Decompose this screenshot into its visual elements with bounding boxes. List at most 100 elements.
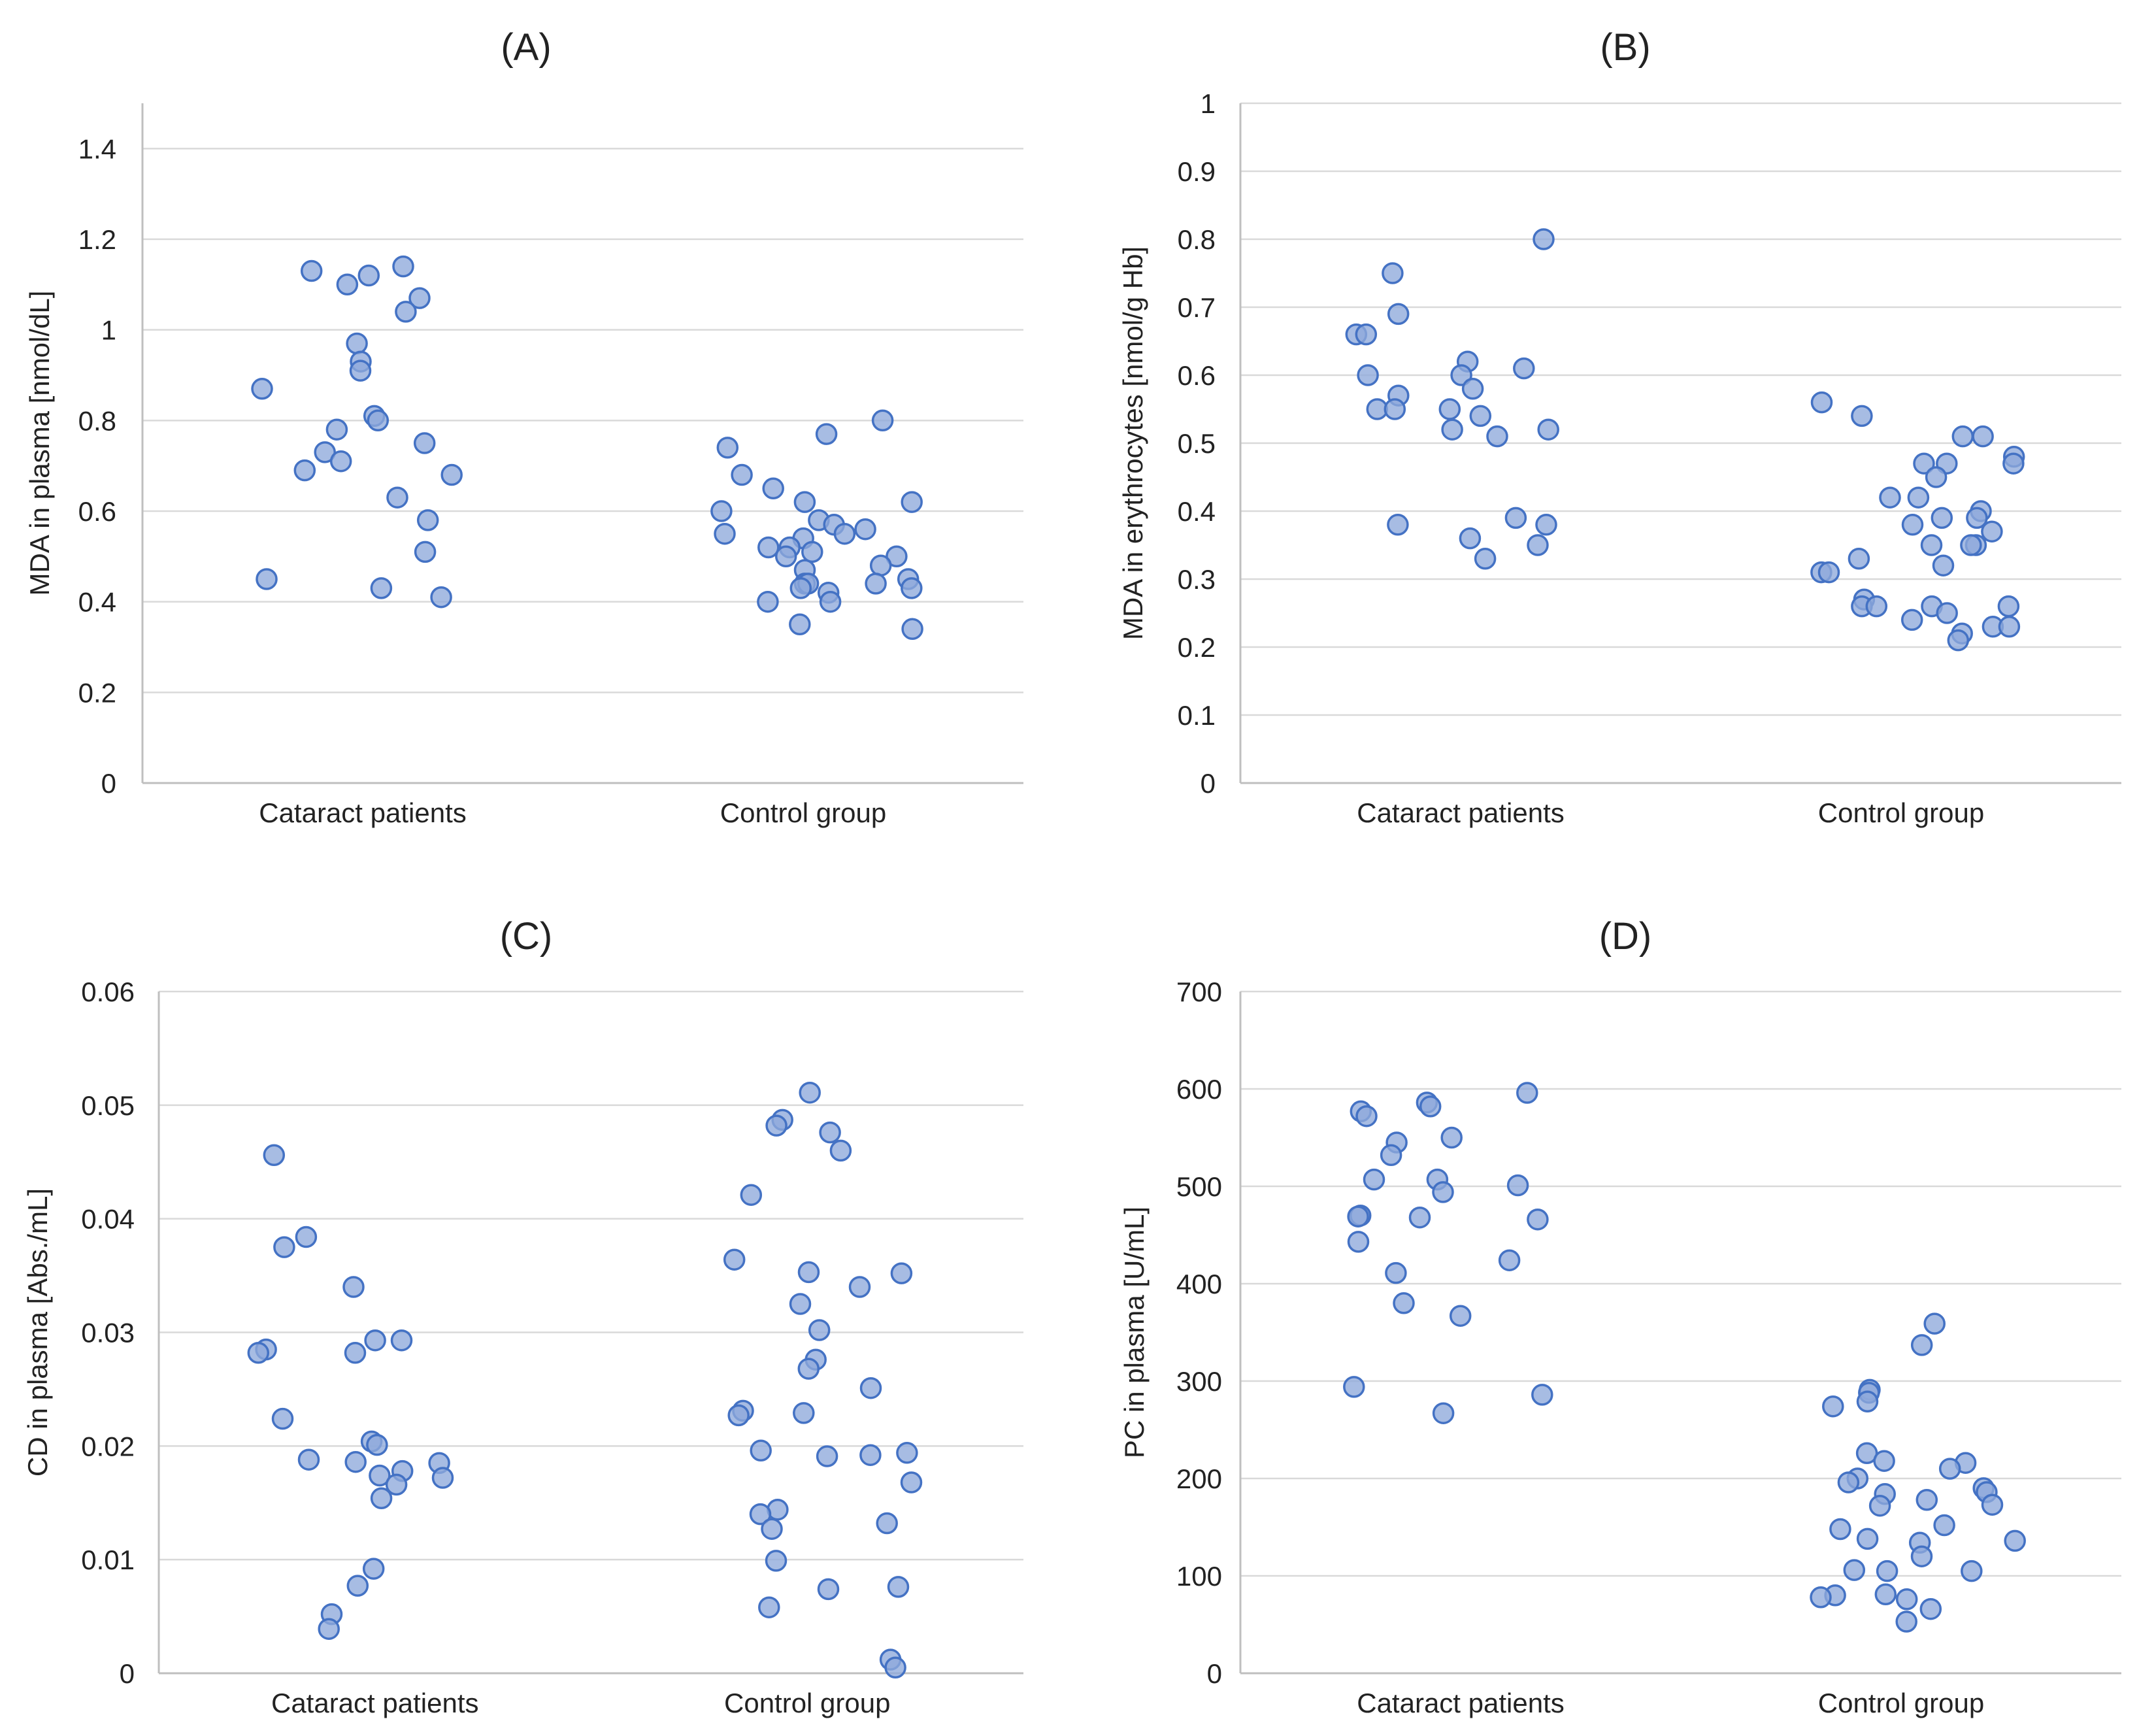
- chart-panel-2: 0 0.1 0.2 0.3 0.4 0.5 0.6 0.7 0.8 0.9 1 (B) MDA in e…: [1118, 26, 2121, 828]
- data-point: [1533, 228, 1555, 250]
- data-point: [1876, 1560, 1899, 1582]
- category-label: Cataract patients: [1357, 797, 1565, 828]
- data-point: [819, 1121, 841, 1144]
- data-point: [1347, 1205, 1369, 1227]
- data-point: [325, 418, 348, 441]
- data-point: [1387, 514, 1409, 536]
- data-point: [263, 1144, 286, 1167]
- data-point: [819, 590, 842, 613]
- data-point: [362, 1558, 385, 1580]
- data-point: [1810, 391, 1833, 414]
- data-point: [1355, 323, 1378, 346]
- data-point: [1868, 1494, 1891, 1517]
- y-tick-label: 0.2: [1178, 632, 1216, 663]
- data-point: [1966, 507, 1988, 529]
- data-point: [901, 577, 923, 599]
- data-point: [1960, 534, 1982, 556]
- data-point: [1440, 1126, 1463, 1149]
- data-point: [293, 459, 316, 482]
- data-point: [1997, 595, 2020, 618]
- data-point: [385, 1473, 408, 1496]
- y-tick-label: 0.05: [81, 1090, 135, 1121]
- data-point: [901, 491, 923, 513]
- data-point: [1895, 1611, 1917, 1633]
- data-point: [271, 1407, 294, 1430]
- data-point: [1895, 1588, 1918, 1611]
- data-point: [256, 568, 278, 590]
- y-tick-label: 200: [1176, 1463, 1222, 1494]
- data-point: [789, 577, 812, 599]
- y-tick-label: 400: [1176, 1269, 1222, 1299]
- data-point: [1981, 520, 2003, 542]
- data-point: [1535, 514, 1557, 536]
- data-point: [1516, 1082, 1538, 1104]
- chart-title: (C): [500, 915, 553, 958]
- data-point: [386, 486, 408, 509]
- data-point: [774, 545, 797, 568]
- data-point: [1843, 1559, 1866, 1581]
- data-point: [887, 1576, 910, 1598]
- data-point: [1527, 1208, 1549, 1231]
- y-tick-label: 0.8: [78, 405, 116, 436]
- y-tick-label: 1: [101, 315, 116, 346]
- y-tick-label: 0: [120, 1658, 135, 1689]
- data-point: [1933, 1514, 1955, 1537]
- y-tick-label: 0.6: [1178, 360, 1216, 391]
- data-point: [1531, 1384, 1553, 1406]
- data-point: [430, 586, 452, 609]
- data-point: [273, 1236, 295, 1258]
- data-point: [797, 1261, 820, 1284]
- category-label: Control group: [720, 797, 886, 828]
- data-point: [344, 1450, 367, 1473]
- data-point: [797, 1358, 820, 1380]
- data-point: [440, 463, 463, 486]
- chart-panel-4: 0 100 200 300 400 500 600 700 (D) PC in plasma [U…: [1119, 915, 2121, 1718]
- y-tick-label: 0.6: [78, 496, 116, 527]
- data-point: [1441, 418, 1463, 441]
- data-point: [829, 1139, 852, 1162]
- data-point: [793, 491, 816, 513]
- data-point: [740, 1184, 763, 1206]
- data-point: [789, 1293, 812, 1315]
- data-point: [1907, 486, 1930, 509]
- data-point: [808, 1319, 831, 1341]
- y-tick-label: 0.04: [81, 1204, 135, 1235]
- y-tick-label: 0.8: [1178, 224, 1216, 255]
- data-point: [1851, 405, 1873, 427]
- data-point: [1382, 262, 1404, 284]
- y-tick-label: 0.03: [81, 1318, 135, 1348]
- data-point: [1486, 425, 1508, 448]
- data-point: [1932, 554, 1955, 576]
- data-point: [749, 1503, 772, 1526]
- data-point: [2002, 452, 2025, 475]
- y-tick-label: 0.4: [1178, 496, 1216, 527]
- y-axis-label: MDA in erythrocytes [nmol/g Hb]: [1118, 246, 1148, 640]
- y-tick-label: 0.2: [78, 677, 116, 708]
- data-point: [801, 541, 823, 563]
- category-label: Cataract patients: [271, 1688, 479, 1718]
- data-point: [1810, 1586, 1832, 1609]
- data-point: [1419, 1095, 1442, 1118]
- y-axis-label: MDA in plasma [nmol/dL]: [24, 291, 55, 596]
- data-point: [869, 554, 892, 576]
- data-point: [884, 1656, 906, 1679]
- data-point: [346, 332, 368, 355]
- data-point: [357, 264, 380, 287]
- data-point: [1856, 1390, 1879, 1413]
- data-point: [1947, 629, 1970, 652]
- data-point: [1459, 527, 1482, 550]
- data-point: [1961, 1560, 1983, 1582]
- data-point: [865, 573, 887, 595]
- data-point: [762, 477, 784, 500]
- data-point: [370, 1487, 393, 1510]
- data-point: [366, 1433, 388, 1456]
- data-point: [395, 301, 417, 323]
- data-point: [1874, 1583, 1897, 1606]
- data-point: [1504, 507, 1527, 529]
- data-point: [816, 1445, 838, 1467]
- data-point: [1469, 405, 1492, 427]
- data-point: [799, 1081, 821, 1104]
- chart-panel-1: 0 0.2 0.4 0.6 0.8 1 1.2 1.4 (A) MDA in plasma [nm…: [24, 26, 1023, 828]
- data-point: [1848, 548, 1870, 570]
